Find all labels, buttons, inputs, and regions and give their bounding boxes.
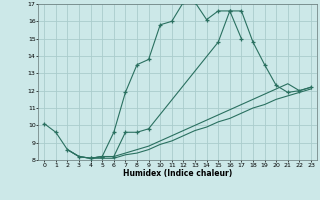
X-axis label: Humidex (Indice chaleur): Humidex (Indice chaleur) — [123, 169, 232, 178]
